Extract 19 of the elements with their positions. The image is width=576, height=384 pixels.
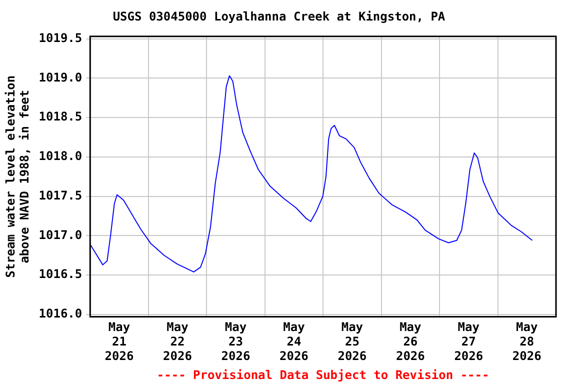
x-tick-label: May 24 2026 [280,320,308,363]
y-tick-label: 1017.5 [38,188,82,202]
text: ---- Provisional Data Subject to Revision ---- [156,368,490,382]
x-tick-label: May 21 2026 [104,320,134,363]
chart-title: USGS 03045000 Loyalhanna Creek at Kingston, PA [112,9,446,24]
y-tick-label: 1018.5 [38,110,82,124]
x-tick-label: May 25 2026 [338,320,367,363]
x-tick-label: May 28 2026 [512,320,542,363]
y-tick-label: 1016.5 [38,267,82,282]
y-tick-label: 1019.5 [38,30,82,45]
y-tick-label: 1016.0 [38,306,82,321]
y-tick-label: 1017.0 [38,228,82,242]
x-tick-label: May 27 2026 [454,320,484,363]
y-tick-label: 1018.0 [38,149,82,164]
x-tick-label: May 22 2026 [163,320,192,363]
y-tick-label: 1019.0 [38,70,82,84]
x-tick-label: May 26 2026 [396,320,425,363]
x-tick-label: May 23 2026 [221,320,250,363]
y-axis-title: Stream water level elevation above NAVD 1988, in feet [3,75,32,278]
